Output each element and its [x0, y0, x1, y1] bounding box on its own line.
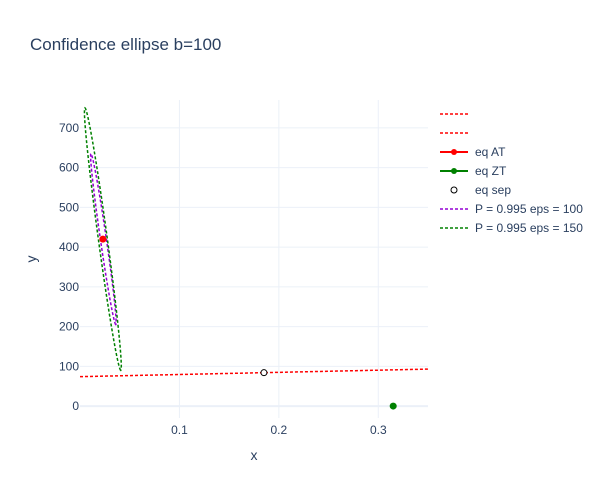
legend-label: P = 0.995 eps = 100	[475, 202, 583, 216]
grid	[80, 100, 428, 418]
axis-ticks: 0.1 0.2 0.3 0 100 200 300 400 500 600 700	[59, 121, 387, 437]
x-axis-label: x	[251, 447, 258, 463]
legend[interactable]: eq AT eq ZT eq sep P = 0.995 eps = 100 P = 0…	[440, 113, 583, 235]
plot-area	[80, 106, 428, 410]
legend-item[interactable]: eq sep	[450, 183, 511, 197]
legend-swatch-marker	[451, 149, 457, 155]
legend-label: eq AT	[475, 145, 506, 159]
legend-swatch-marker	[450, 186, 458, 194]
point-eq-at[interactable]	[99, 235, 107, 243]
x-tick-label: 0.2	[271, 423, 288, 437]
confidence-ellipse-5	[89, 152, 117, 326]
y-tick-label: 100	[59, 359, 79, 373]
legend-item[interactable]: P = 0.995 eps = 150	[440, 221, 583, 235]
y-axis-label: y	[23, 256, 39, 263]
series-line-0	[80, 368, 428, 378]
y-tick-label: 0	[72, 399, 79, 413]
x-tick-label: 0.3	[370, 423, 387, 437]
y-tick-label: 400	[59, 240, 79, 254]
legend-item[interactable]: P = 0.995 eps = 100	[440, 202, 583, 216]
y-tick-label: 600	[59, 161, 79, 175]
y-tick-label: 200	[59, 320, 79, 334]
point-eq-zt[interactable]	[389, 402, 397, 410]
legend-label: eq sep	[475, 183, 511, 197]
legend-item[interactable]: eq ZT	[440, 164, 507, 178]
legend-label: eq ZT	[475, 164, 507, 178]
point-eq-sep[interactable]	[260, 369, 268, 377]
legend-item[interactable]: eq AT	[440, 145, 506, 159]
y-tick-label: 700	[59, 121, 79, 135]
confidence-ellipse-6	[83, 106, 123, 372]
legend-swatch-marker	[451, 168, 457, 174]
chart-title: Confidence ellipse b=100	[30, 35, 221, 54]
y-tick-label: 300	[59, 280, 79, 294]
legend-label: P = 0.995 eps = 150	[475, 221, 583, 235]
x-tick-label: 0.1	[171, 423, 188, 437]
y-tick-label: 500	[59, 200, 79, 214]
